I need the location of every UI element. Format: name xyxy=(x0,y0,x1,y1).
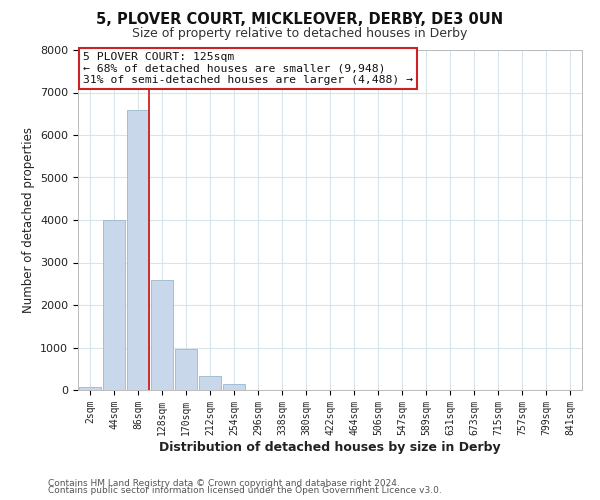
Bar xyxy=(175,349,197,390)
Bar xyxy=(103,220,125,390)
X-axis label: Distribution of detached houses by size in Derby: Distribution of detached houses by size … xyxy=(159,440,501,454)
Bar xyxy=(151,280,173,390)
Bar xyxy=(199,376,221,390)
Text: Contains public sector information licensed under the Open Government Licence v3: Contains public sector information licen… xyxy=(48,486,442,495)
Text: Contains HM Land Registry data © Crown copyright and database right 2024.: Contains HM Land Registry data © Crown c… xyxy=(48,478,400,488)
Bar xyxy=(223,384,245,390)
Y-axis label: Number of detached properties: Number of detached properties xyxy=(22,127,35,313)
Bar xyxy=(79,388,101,390)
Text: 5, PLOVER COURT, MICKLEOVER, DERBY, DE3 0UN: 5, PLOVER COURT, MICKLEOVER, DERBY, DE3 … xyxy=(97,12,503,28)
Bar xyxy=(127,110,149,390)
Text: 5 PLOVER COURT: 125sqm
← 68% of detached houses are smaller (9,948)
31% of semi-: 5 PLOVER COURT: 125sqm ← 68% of detached… xyxy=(83,52,413,85)
Text: Size of property relative to detached houses in Derby: Size of property relative to detached ho… xyxy=(133,28,467,40)
